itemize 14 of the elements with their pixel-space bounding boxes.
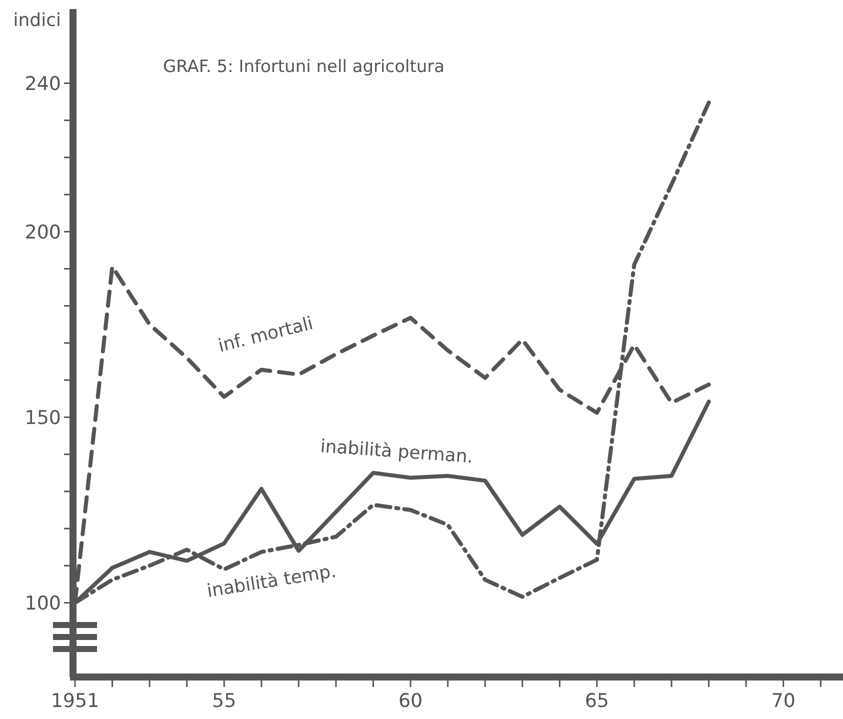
x-tick-label: 60: [398, 690, 423, 712]
y-tick-label: 150: [24, 406, 61, 429]
series-label: inabilità perman.: [320, 436, 474, 468]
text: inf. mortali: [216, 313, 316, 357]
text: inabilità temp.: [205, 560, 338, 602]
y-axis-title: indici: [13, 10, 61, 31]
y-tick-label: 100: [24, 592, 61, 614]
y-tick-label: 200: [24, 221, 61, 244]
y-tick-label: 240: [24, 72, 61, 95]
x-tick-label: 65: [584, 690, 610, 712]
x-tick-label: 70: [771, 690, 796, 712]
x-tick-label: 1951: [50, 690, 100, 712]
x-tick-label: 55: [212, 690, 236, 712]
text: GRAF. 5: Infortuni nell agricoltura: [163, 57, 445, 77]
